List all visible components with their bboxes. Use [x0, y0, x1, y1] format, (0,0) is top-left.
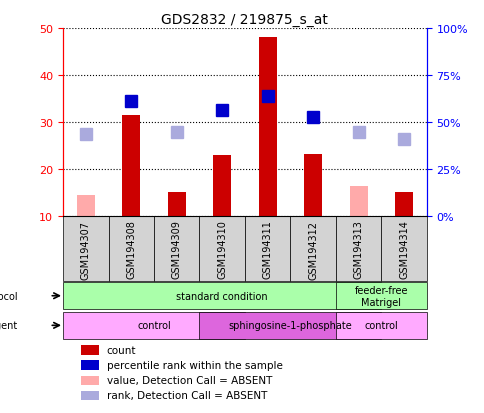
- Text: GSM194312: GSM194312: [307, 220, 318, 279]
- Text: percentile rank within the sample: percentile rank within the sample: [106, 360, 282, 370]
- Text: count: count: [106, 345, 136, 355]
- Bar: [212, 156, 231, 217]
- FancyBboxPatch shape: [380, 217, 426, 281]
- FancyBboxPatch shape: [199, 312, 380, 339]
- Bar: [258, 38, 276, 217]
- FancyBboxPatch shape: [199, 217, 244, 281]
- Text: sphingosine-1-phosphate: sphingosine-1-phosphate: [228, 320, 351, 330]
- Text: GSM194307: GSM194307: [81, 220, 91, 279]
- Bar: [394, 192, 412, 217]
- Text: GSM194308: GSM194308: [126, 220, 136, 279]
- Text: GSM194310: GSM194310: [217, 220, 227, 279]
- Bar: [81, 391, 99, 400]
- Bar: [76, 196, 95, 217]
- Text: standard condition: standard condition: [176, 291, 268, 301]
- Text: rank, Detection Call = ABSENT: rank, Detection Call = ABSENT: [106, 390, 267, 400]
- Text: feeder-free
Matrigel: feeder-free Matrigel: [354, 285, 407, 307]
- FancyBboxPatch shape: [63, 312, 244, 339]
- Bar: [81, 345, 99, 355]
- Text: control: control: [137, 320, 170, 330]
- FancyBboxPatch shape: [63, 217, 108, 281]
- Text: growth protocol: growth protocol: [0, 291, 17, 301]
- FancyBboxPatch shape: [335, 312, 426, 339]
- FancyBboxPatch shape: [335, 283, 426, 309]
- FancyBboxPatch shape: [244, 217, 290, 281]
- Bar: [167, 192, 185, 217]
- Text: control: control: [363, 320, 397, 330]
- FancyBboxPatch shape: [335, 217, 380, 281]
- Text: agent: agent: [0, 320, 17, 330]
- Text: GSM194309: GSM194309: [171, 220, 182, 279]
- FancyBboxPatch shape: [153, 217, 199, 281]
- Text: value, Detection Call = ABSENT: value, Detection Call = ABSENT: [106, 375, 272, 385]
- Text: GSM194314: GSM194314: [398, 220, 408, 279]
- Bar: [122, 116, 140, 217]
- Title: GDS2832 / 219875_s_at: GDS2832 / 219875_s_at: [161, 12, 328, 26]
- Text: GSM194313: GSM194313: [353, 220, 363, 279]
- Bar: [303, 155, 321, 217]
- Bar: [349, 186, 367, 217]
- FancyBboxPatch shape: [290, 217, 335, 281]
- Bar: [81, 376, 99, 385]
- FancyBboxPatch shape: [63, 283, 380, 309]
- Text: GSM194311: GSM194311: [262, 220, 272, 279]
- Bar: [81, 360, 99, 370]
- FancyBboxPatch shape: [108, 217, 153, 281]
